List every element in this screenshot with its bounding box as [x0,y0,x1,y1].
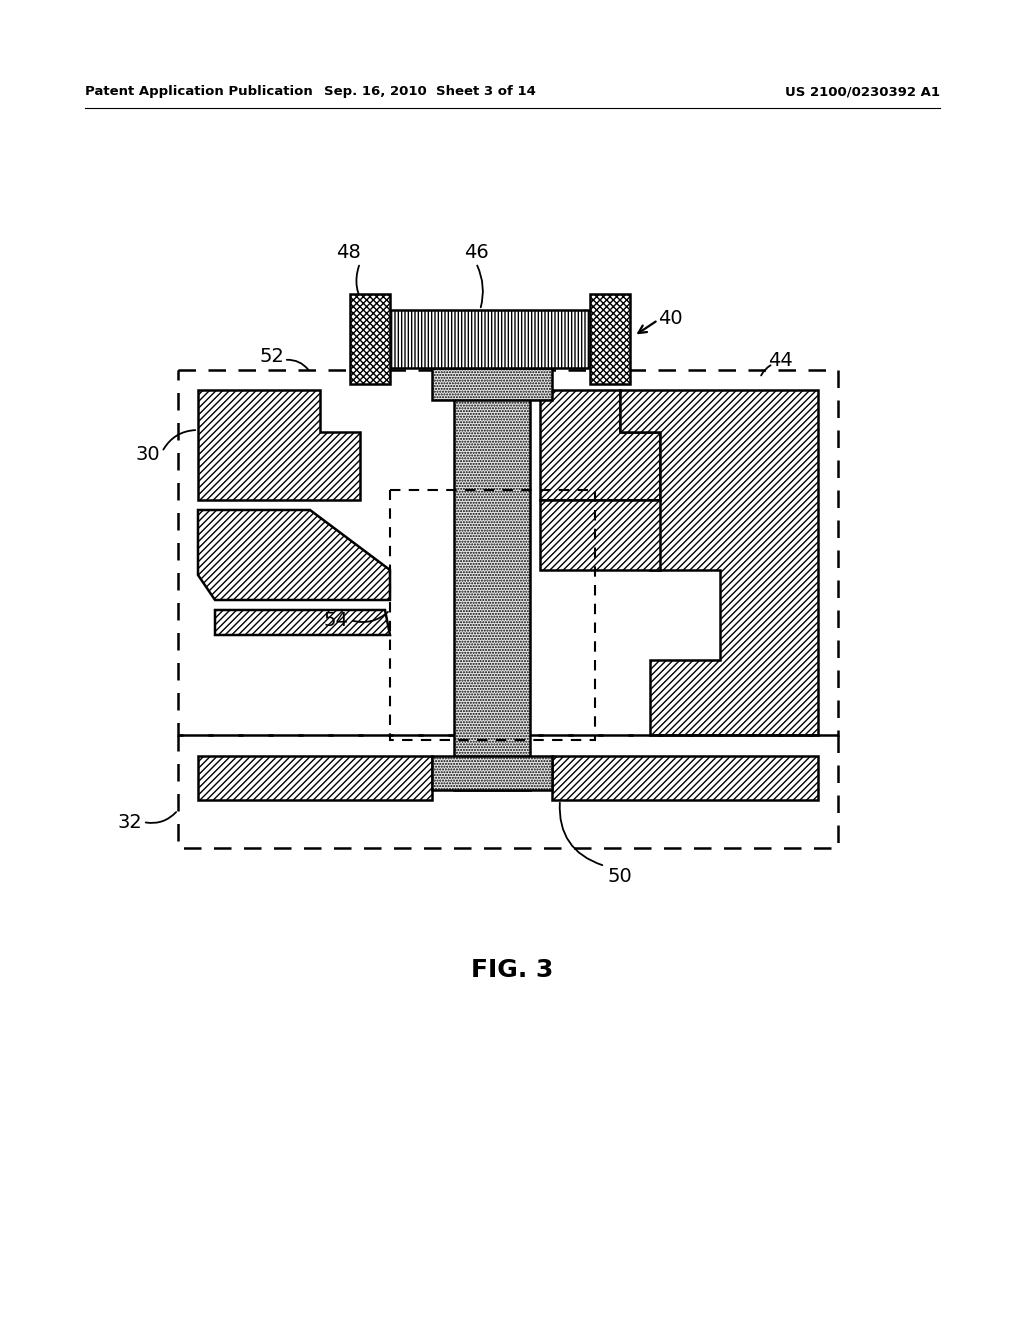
Text: 32: 32 [118,813,142,832]
Text: 48: 48 [336,243,360,261]
Bar [432,368,552,400]
Text: FIG. 3: FIG. 3 [471,958,553,982]
Text: Sep. 16, 2010  Sheet 3 of 14: Sep. 16, 2010 Sheet 3 of 14 [324,86,536,99]
Bar [198,756,432,800]
Text: 46: 46 [464,243,488,261]
Text: 30: 30 [136,446,161,465]
Text: 44: 44 [768,351,793,370]
Polygon shape [540,389,660,500]
Text: US 2100/0230392 A1: US 2100/0230392 A1 [785,86,940,99]
Bar [390,490,595,741]
Bar [590,294,630,384]
Bar [454,368,530,789]
Bar [390,310,590,368]
Bar [540,500,660,570]
Polygon shape [198,510,390,601]
Polygon shape [198,389,360,500]
Text: 50: 50 [607,866,633,886]
Text: 54: 54 [324,610,348,630]
Bar [178,735,838,847]
Text: Patent Application Publication: Patent Application Publication [85,86,312,99]
Bar [350,294,390,384]
Bar [178,370,838,735]
Text: 52: 52 [259,346,285,366]
Polygon shape [620,389,818,735]
Polygon shape [215,610,390,635]
Bar [552,756,818,800]
Bar [432,756,552,789]
Text: 40: 40 [657,309,682,327]
